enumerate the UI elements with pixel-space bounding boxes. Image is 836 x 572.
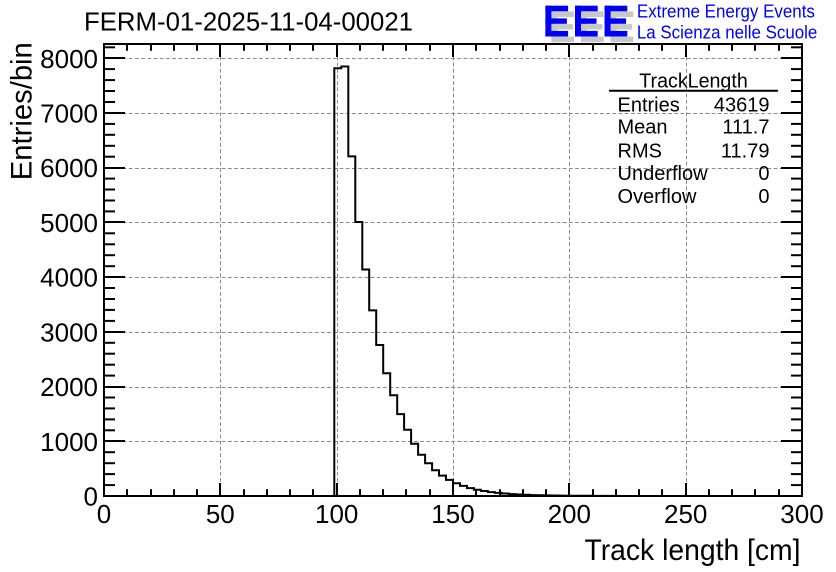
svg-text:TrackLength: TrackLength xyxy=(639,70,748,92)
svg-text:0: 0 xyxy=(97,499,111,529)
svg-text:3000: 3000 xyxy=(40,317,98,347)
svg-text:FERM-01-2025-11-04-00021: FERM-01-2025-11-04-00021 xyxy=(84,7,413,37)
svg-text:111.7: 111.7 xyxy=(722,116,769,138)
svg-text:Entries/bin: Entries/bin xyxy=(5,42,38,180)
svg-text:50: 50 xyxy=(206,499,235,529)
svg-text:100: 100 xyxy=(315,499,358,529)
svg-text:Extreme Energy Events: Extreme Energy Events xyxy=(637,1,815,21)
svg-text:11.79: 11.79 xyxy=(721,140,770,162)
svg-text:150: 150 xyxy=(431,499,474,529)
svg-text:Track length [cm]: Track length [cm] xyxy=(585,534,801,567)
svg-text:0: 0 xyxy=(84,482,98,512)
svg-text:La Scienza nelle Scuole: La Scienza nelle Scuole xyxy=(637,23,817,43)
svg-text:RMS: RMS xyxy=(618,140,662,162)
svg-text:8000: 8000 xyxy=(40,44,98,74)
svg-text:1000: 1000 xyxy=(40,427,98,457)
svg-text:200: 200 xyxy=(548,499,591,529)
svg-text:0: 0 xyxy=(758,163,769,185)
svg-text:7000: 7000 xyxy=(40,99,98,129)
svg-text:Overflow: Overflow xyxy=(618,186,697,208)
svg-text:5000: 5000 xyxy=(40,208,98,238)
svg-text:2000: 2000 xyxy=(40,372,98,402)
svg-text:43619: 43619 xyxy=(714,95,770,117)
svg-text:Underflow: Underflow xyxy=(618,163,709,185)
svg-text:Mean: Mean xyxy=(618,116,668,138)
svg-text:6000: 6000 xyxy=(40,153,98,183)
svg-text:4000: 4000 xyxy=(40,263,98,293)
svg-text:0: 0 xyxy=(758,186,769,208)
svg-text:300: 300 xyxy=(780,499,823,529)
svg-text:Entries: Entries xyxy=(618,95,680,117)
svg-text:250: 250 xyxy=(664,499,707,529)
